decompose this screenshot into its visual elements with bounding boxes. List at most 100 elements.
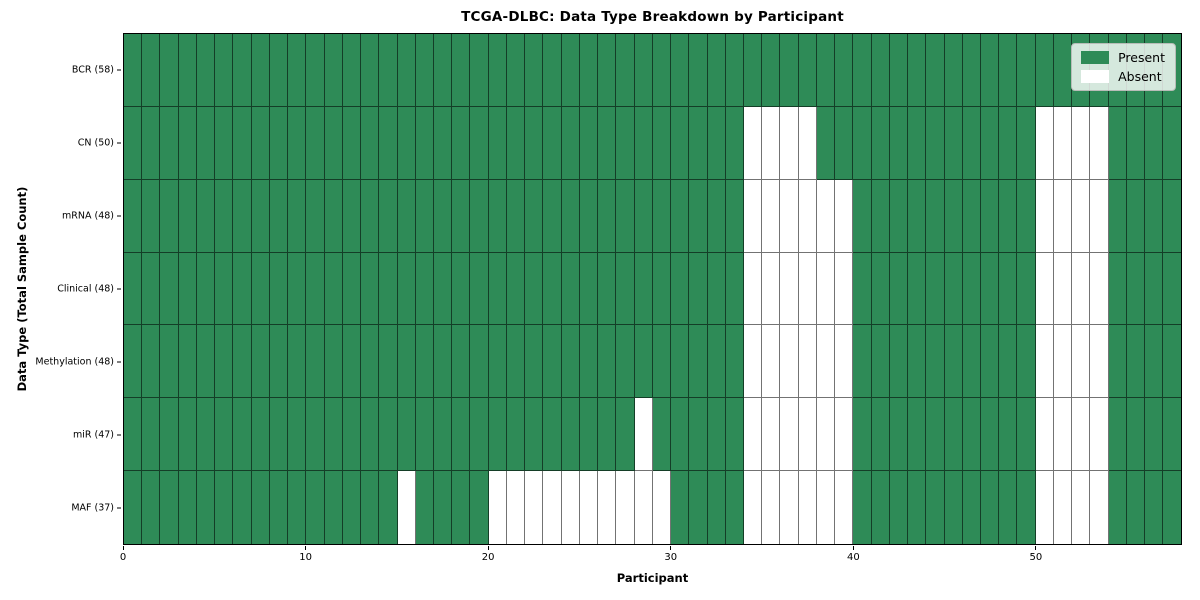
heatmap-cell [124, 252, 143, 326]
heatmap-cell [561, 398, 580, 472]
heatmap-cell [1017, 106, 1036, 180]
heatmap-cell [142, 252, 161, 326]
heatmap-cell [652, 471, 672, 545]
heatmap-cell [999, 179, 1018, 253]
heatmap-cell [178, 252, 197, 326]
heatmap-cell [233, 106, 252, 180]
heatmap-cell [160, 398, 179, 472]
heatmap-cell [1017, 325, 1036, 399]
heatmap-row-MAF [124, 471, 1181, 545]
heatmap-cell [798, 179, 817, 253]
heatmap-cell [251, 471, 270, 545]
y-tick-mark [117, 434, 121, 436]
heatmap-cell [926, 252, 945, 326]
heatmap-cell [652, 34, 672, 107]
heatmap-cell [178, 471, 197, 545]
heatmap-cell [999, 471, 1018, 545]
heatmap-cell [233, 398, 252, 472]
heatmap-cell [634, 252, 653, 326]
heatmap-cell [780, 471, 799, 545]
heatmap-cell [324, 179, 343, 253]
heatmap-cell [196, 398, 216, 472]
heatmap-cell [488, 471, 507, 545]
y-tick-mark [117, 361, 121, 363]
heatmap-cell [561, 34, 580, 107]
heatmap-cell [488, 106, 507, 180]
heatmap-cell [871, 106, 890, 180]
heatmap-cell [397, 34, 416, 107]
heatmap-cell [999, 34, 1018, 107]
heatmap-cell [999, 325, 1018, 399]
heatmap-cell [1072, 398, 1091, 472]
heatmap-cell [926, 106, 945, 180]
heatmap-cell [725, 34, 744, 107]
heatmap-cell [415, 179, 434, 253]
heatmap-cell [634, 179, 653, 253]
heatmap-cell [543, 398, 562, 472]
heatmap-cell [342, 179, 362, 253]
heatmap-cell [361, 179, 380, 253]
heatmap-cell [397, 106, 416, 180]
heatmap-cell [1126, 471, 1146, 545]
heatmap-cell [178, 106, 197, 180]
heatmap-cell [124, 106, 143, 180]
heatmap-cell [981, 252, 1000, 326]
heatmap-cell [142, 179, 161, 253]
heatmap-cell [908, 471, 927, 545]
heatmap-cell [1108, 106, 1127, 180]
heatmap-cell [160, 471, 179, 545]
heatmap-cell [397, 252, 416, 326]
legend: Present Absent [1071, 43, 1176, 91]
heatmap-cell [561, 252, 580, 326]
heatmap-cell [816, 325, 836, 399]
row-label-mRNA: mRNA (48) [62, 210, 114, 222]
heatmap-cell [725, 106, 744, 180]
heatmap-cell [1145, 252, 1164, 326]
heatmap-cell [598, 398, 617, 472]
heatmap-cell [452, 325, 471, 399]
heatmap-cell [616, 398, 635, 472]
heatmap-cell [506, 179, 526, 253]
heatmap-row-mRNA [124, 179, 1181, 253]
heatmap-cell [962, 34, 982, 107]
heatmap-cell [689, 325, 708, 399]
heatmap-cell [908, 325, 927, 399]
x-axis-ticks: 0 10 20 30 40 50 [120, 545, 1182, 569]
heatmap-cell [944, 398, 963, 472]
heatmap-cell [835, 252, 854, 326]
heatmap-cell [506, 106, 526, 180]
heatmap-cell [707, 252, 726, 326]
heatmap-cell [142, 471, 161, 545]
heatmap-cell [361, 398, 380, 472]
heatmap-cell [306, 471, 325, 545]
heatmap-cell [616, 34, 635, 107]
heatmap-cell [215, 34, 234, 107]
heatmap-cell [124, 471, 143, 545]
heatmap-cell [397, 471, 416, 545]
heatmap-cell [488, 325, 507, 399]
heatmap-cell [433, 252, 453, 326]
heatmap-cell [798, 398, 817, 472]
heatmap-cell [470, 398, 489, 472]
heatmap-cell [889, 471, 909, 545]
heatmap-cell [871, 179, 890, 253]
heatmap-cell [944, 34, 963, 107]
heatmap-cell [926, 325, 945, 399]
heatmap-cell [671, 34, 690, 107]
legend-present-swatch [1081, 51, 1110, 64]
heatmap-cell [306, 325, 325, 399]
heatmap-cell [288, 398, 307, 472]
x-tick-mark [1035, 546, 1037, 550]
plot-area: Present Absent [123, 33, 1182, 545]
heatmap-cell [944, 179, 963, 253]
heatmap-cell [1035, 471, 1054, 545]
heatmap-cell [1108, 325, 1127, 399]
heatmap-cell [506, 471, 526, 545]
heatmap-cell [379, 471, 398, 545]
heatmap-cell [361, 325, 380, 399]
heatmap-cell [689, 34, 708, 107]
heatmap-cell [962, 398, 982, 472]
heatmap-cell [306, 106, 325, 180]
heatmap-cell [853, 179, 872, 253]
